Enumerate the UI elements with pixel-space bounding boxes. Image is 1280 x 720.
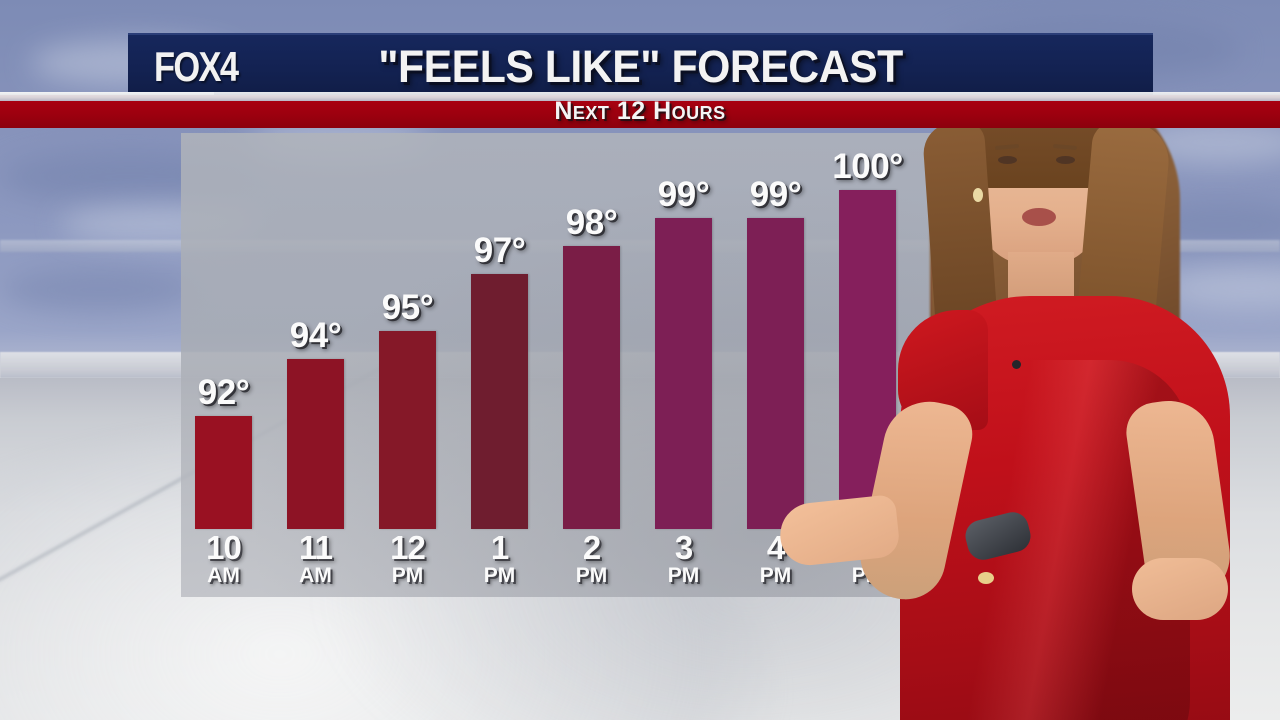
bar-time-meridiem: PM bbox=[667, 564, 700, 587]
presenter-hand-right bbox=[1132, 558, 1228, 620]
bar-time-meridiem: AM bbox=[299, 564, 332, 587]
bar-value-label: 92° bbox=[197, 373, 250, 412]
forecast-bar bbox=[563, 246, 620, 529]
forecast-bar bbox=[379, 331, 436, 529]
bar-group: 98° 2 PM bbox=[563, 203, 620, 586]
bar-time-meridiem: PM bbox=[483, 564, 516, 587]
bar-value-label: 99° bbox=[749, 175, 802, 214]
bar-time-label: 2 PM bbox=[576, 531, 608, 586]
bar-time-hour: 10 bbox=[206, 529, 242, 566]
bar-value-label: 99° bbox=[657, 175, 710, 214]
bar-time-hour: 3 bbox=[674, 529, 693, 566]
bar-time-hour: 1 bbox=[490, 529, 509, 566]
forecast-bar bbox=[747, 218, 804, 529]
bar-group: 99° 3 PM bbox=[655, 175, 712, 586]
presenter-hand-left-pointing bbox=[777, 494, 901, 568]
forecast-bar bbox=[195, 416, 252, 529]
presenter-ring bbox=[978, 572, 994, 584]
bar-time-meridiem: AM bbox=[207, 564, 240, 587]
fox4-logo-word: FOX bbox=[154, 43, 222, 90]
backdrop-top-rail bbox=[0, 92, 1280, 101]
bar-time-meridiem: PM bbox=[759, 564, 792, 587]
bar-value-label: 100° bbox=[832, 147, 903, 186]
bar-value-label: 98° bbox=[565, 203, 618, 242]
cloud-decor bbox=[0, 268, 200, 312]
presenter-mouth bbox=[1022, 208, 1056, 226]
bar-time-hour: 11 bbox=[299, 529, 333, 566]
page-title: "FEELS LIKE" FORECAST bbox=[378, 41, 903, 92]
bar-group: 94° 11 AM bbox=[287, 316, 344, 586]
bar-time-label: 10 AM bbox=[206, 529, 242, 587]
presenter-earring bbox=[973, 188, 983, 202]
bar-time-meridiem: PM bbox=[391, 564, 424, 587]
bar-time-label: 12 PM bbox=[390, 529, 426, 587]
bar-group: 97° 1 PM bbox=[471, 231, 528, 586]
meteorologist-presenter bbox=[777, 60, 1280, 720]
forecast-bar bbox=[655, 218, 712, 529]
bar-time-hour: 12 bbox=[390, 529, 426, 566]
bar-time-meridiem: PM bbox=[575, 564, 608, 587]
bar-value-label: 94° bbox=[289, 316, 342, 355]
title-banner: FOX4 "FEELS LIKE" FORECAST bbox=[128, 33, 1153, 97]
fox4-logo-number: 4 bbox=[219, 43, 239, 90]
presenter-eye-left bbox=[998, 156, 1017, 164]
bar-group: 92° 10 AM bbox=[195, 373, 252, 586]
subtitle-text: Next 12 Hours bbox=[554, 97, 726, 125]
presenter-lapel-microphone bbox=[1012, 360, 1021, 369]
bar-time-label: 1 PM bbox=[484, 531, 516, 586]
bar-group: 99° 4 PM bbox=[747, 175, 804, 586]
bar-time-label: 3 PM bbox=[668, 531, 700, 586]
presenter-eye-right bbox=[1056, 156, 1075, 164]
fox4-logo: FOX4 bbox=[154, 43, 239, 91]
bar-time-label: 11 AM bbox=[299, 529, 333, 587]
bar-value-label: 97° bbox=[473, 231, 526, 270]
forecast-bar bbox=[287, 359, 344, 529]
bar-time-hour: 2 bbox=[582, 529, 601, 566]
bar-group: 95° 12 PM bbox=[379, 288, 436, 586]
bar-value-label: 95° bbox=[381, 288, 434, 327]
forecast-bar bbox=[471, 274, 528, 529]
